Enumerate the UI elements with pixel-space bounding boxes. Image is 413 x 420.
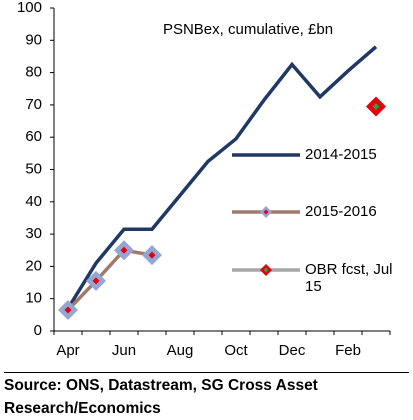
y-tick-label: 60 bbox=[25, 128, 42, 145]
legend-marker-center bbox=[263, 209, 269, 215]
x-tick-label: Oct bbox=[224, 342, 248, 359]
series-line bbox=[66, 45, 378, 310]
legend-label: 2015-2016 bbox=[305, 203, 377, 220]
data-point-center bbox=[92, 277, 100, 285]
y-tick-label: 90 bbox=[25, 31, 42, 48]
x-tick-label: Dec bbox=[279, 342, 306, 359]
series-line bbox=[66, 248, 153, 312]
legend-label: 2014-2015 bbox=[305, 146, 377, 163]
y-tick-label: 70 bbox=[25, 96, 42, 113]
legend-marker-center bbox=[263, 267, 269, 273]
y-tick-label: 40 bbox=[25, 193, 42, 210]
source-note: Source: ONS, Datastream, SG Cross Asset … bbox=[4, 372, 409, 420]
y-tick-label: 100 bbox=[17, 0, 42, 16]
x-tick-label: Aug bbox=[167, 342, 194, 359]
y-tick-label: 10 bbox=[25, 290, 42, 307]
y-tick-label: 0 bbox=[34, 322, 42, 339]
data-point-center bbox=[120, 246, 128, 254]
data-point-center bbox=[148, 251, 156, 259]
y-tick-label: 50 bbox=[25, 160, 42, 177]
legend-label: OBR fcst, Jul 15 bbox=[305, 261, 393, 295]
y-tick-label: 80 bbox=[25, 64, 42, 81]
chart-title: PSNBex, cumulative, £bn bbox=[163, 21, 333, 38]
data-point-center bbox=[64, 306, 72, 314]
y-tick-label: 30 bbox=[25, 225, 42, 242]
chart: PSNBex, cumulative, £bn 0 10 20 30 40 50 60 70 8… bbox=[17, 0, 391, 359]
x-tick-label: Feb bbox=[335, 342, 361, 359]
x-tick-label: Jun bbox=[112, 342, 136, 359]
y-tick-label: 20 bbox=[25, 257, 42, 274]
data-point-center bbox=[372, 103, 380, 111]
x-tick-label: Apr bbox=[56, 342, 79, 359]
